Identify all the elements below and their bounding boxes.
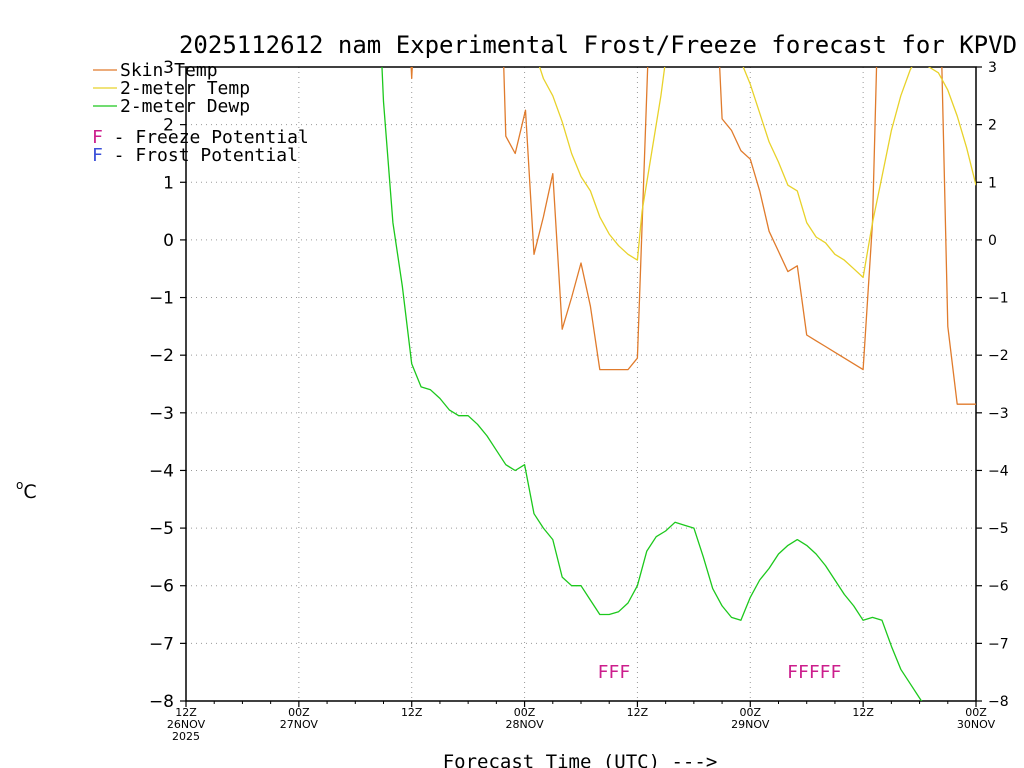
- x-tick-label: 12Z: [401, 706, 423, 719]
- y-tick-label: −5: [149, 519, 174, 539]
- y-tick-label-right: −8: [988, 694, 1009, 710]
- y-tick-label-right: 0: [988, 233, 997, 249]
- x-tick-label: 12Z: [627, 706, 649, 719]
- y-tick-label-right: 2: [988, 118, 997, 134]
- y-tick-label-right: −1: [988, 291, 1009, 307]
- legend-label: 2-meter Dewp: [120, 96, 250, 117]
- y-tick-label: −8: [149, 692, 174, 712]
- x-tick-label: 28NOV: [505, 718, 544, 731]
- y-tick-label: 2: [163, 116, 174, 136]
- x-tick-label: 00Z: [514, 706, 536, 719]
- y-tick-label: 3: [163, 58, 174, 78]
- x-tick-label: 12Z: [852, 706, 874, 719]
- y-tick-label: −3: [149, 404, 174, 424]
- x-axis-label: Forecast Time (UTC) --->: [443, 751, 718, 768]
- series-line-2: [381, 67, 923, 701]
- y-tick-label: −7: [149, 634, 174, 654]
- flag-legend-text: - Frost Potential: [103, 145, 298, 166]
- x-tick-label: 2025: [172, 730, 200, 743]
- y-tick-label-right: −5: [988, 521, 1009, 537]
- x-tick-label: 30NOV: [957, 718, 996, 731]
- y-tick-label-right: 3: [988, 60, 997, 76]
- y-axis-label-unit: C: [23, 481, 36, 503]
- y-tick-label-right: −3: [988, 406, 1009, 422]
- y-axis-left: 3 2 1 0 −1 −2 −3 −4 −5 −6 −7 −8: [149, 58, 186, 712]
- y-tick-label: −1: [149, 289, 174, 309]
- freeze-flags: FFF FFFFF: [598, 662, 842, 683]
- y-tick-label: 1: [163, 173, 174, 193]
- x-tick-label: 27NOV: [280, 718, 319, 731]
- legend-label: Skin Temp: [120, 60, 218, 81]
- y-tick-label: 0: [163, 231, 174, 251]
- plot-frame: [185, 66, 977, 702]
- y-tick-label: −6: [149, 577, 174, 597]
- y-tick-label-right: −4: [988, 463, 1009, 479]
- series-line-1: [538, 67, 976, 279]
- grid-lines: [186, 67, 976, 701]
- flag-legend-symbol: F: [92, 127, 103, 148]
- chart-title: 2025112612 nam Experimental Frost/Freeze…: [179, 31, 1017, 59]
- y-axis-label: oC: [16, 478, 37, 503]
- y-tick-label-right: −6: [988, 579, 1009, 595]
- y-tick-label: −2: [149, 346, 174, 366]
- flag-legend-symbol: F: [92, 145, 103, 166]
- x-tick-label: 29NOV: [731, 718, 770, 731]
- freeze-flag-marks: FFF: [598, 662, 631, 683]
- y-tick-label-right: −2: [988, 348, 1009, 364]
- y-axis-label-degree: o: [16, 478, 23, 492]
- x-tick-label: 26NOV: [167, 718, 206, 731]
- y-tick-label-right: 1: [988, 175, 997, 191]
- freeze-flag-marks: FFFFF: [787, 662, 841, 683]
- y-tick-label-right: −7: [988, 636, 1009, 652]
- series-line-0: [410, 67, 976, 405]
- y-axis-right: 3 2 1 0 −1 −2 −3 −4 −5 −6 −7 −8: [976, 60, 1009, 710]
- flag-legend-entry: F - Frost Potential: [92, 145, 298, 166]
- y-tick-label: −4: [149, 461, 174, 481]
- series-layer: [381, 67, 976, 701]
- x-tick-label: 00Z: [965, 706, 987, 719]
- flag-legend-text: - Freeze Potential: [103, 127, 309, 148]
- flag-legend-entry: F - Freeze Potential: [92, 127, 309, 148]
- x-tick-label: 12Z: [175, 706, 197, 719]
- x-tick-label: 00Z: [288, 706, 310, 719]
- x-tick-label: 00Z: [740, 706, 762, 719]
- legend-label: 2-meter Temp: [120, 78, 250, 99]
